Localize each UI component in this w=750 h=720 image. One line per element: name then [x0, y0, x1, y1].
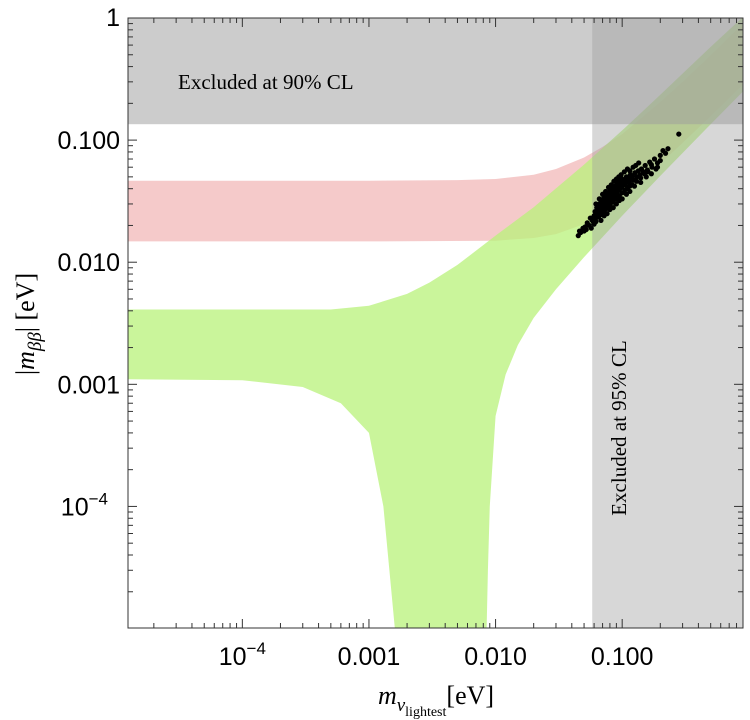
- data-point: [604, 211, 610, 217]
- data-point: [648, 171, 654, 177]
- data-point: [638, 179, 644, 186]
- data-point: [648, 162, 654, 168]
- excluded-95cl-label: Excluded at 95% CL: [607, 340, 631, 516]
- data-point: [627, 168, 633, 174]
- data-point: [657, 152, 663, 158]
- y-axis-title-main: m: [11, 351, 40, 370]
- y-tick-label: 1: [106, 4, 120, 32]
- x-tick-label-exponent: −4: [247, 639, 266, 658]
- data-point: [636, 160, 642, 166]
- x-tick-label: 0.100: [591, 643, 654, 671]
- y-tick-label: 0.100: [57, 127, 120, 155]
- data-point: [607, 206, 613, 213]
- data-point: [676, 131, 682, 137]
- y-axis-title: |mββ| [eV]: [11, 273, 46, 375]
- y-axis-title-open: |: [11, 370, 40, 375]
- tick-labels: Excluded at 90% CL Excluded at 95% CL 10−4…: [57, 4, 653, 671]
- data-point: [643, 174, 649, 180]
- data-point: [651, 156, 658, 162]
- plot-frame: [127, 17, 744, 629]
- y-axis-title-unit: | [eV]: [11, 273, 40, 332]
- axes-frame: [127, 17, 744, 629]
- y-tick-label-exponent: −4: [89, 489, 108, 508]
- x-tick-label: 0.001: [338, 643, 401, 671]
- x-axis-title-unit: [eV]: [446, 681, 494, 710]
- data-point: [608, 182, 614, 188]
- excluded-90cl-label: Excluded at 90% CL: [178, 70, 354, 94]
- data-point: [623, 191, 630, 197]
- excluded-95cl-region: [592, 18, 743, 628]
- data-point: [598, 217, 604, 223]
- data-point: [627, 188, 633, 195]
- x-axis-title: mνlightest[eV]: [378, 681, 494, 720]
- data-point: [590, 219, 596, 225]
- data-point: [583, 226, 589, 233]
- data-point: [665, 146, 671, 152]
- data-point: [657, 157, 663, 164]
- axis-titles: mνlightest[eV]|mββ| [eV]: [11, 273, 494, 720]
- data-point: [631, 183, 638, 189]
- y-tick-label: 0.010: [57, 249, 120, 277]
- x-axis-title-main: m: [378, 681, 397, 710]
- data-point: [619, 196, 625, 202]
- data-point: [654, 164, 661, 170]
- data-point: [596, 196, 602, 202]
- data-point: [642, 162, 648, 169]
- y-axis-title-sub: ββ: [25, 332, 46, 352]
- data-point: [588, 225, 594, 231]
- normal-ordering-band: [128, 18, 743, 628]
- data-point: [662, 150, 669, 156]
- x-axis-title-subsub: lightest: [405, 705, 446, 720]
- excluded-90cl-region: [128, 18, 743, 125]
- plot-area: [128, 18, 743, 628]
- x-tick-label: 0.010: [464, 643, 527, 671]
- data-point: [634, 178, 640, 184]
- data-point: [593, 201, 599, 207]
- x-tick-label: 10−4: [219, 639, 266, 671]
- x-axis-title-sub: ν: [397, 695, 406, 716]
- y-tick-label: 0.001: [57, 371, 120, 399]
- y-tick-label: 10−4: [61, 489, 108, 521]
- data-point: [603, 188, 609, 195]
- data-point: [613, 201, 619, 207]
- data-point: [638, 175, 644, 181]
